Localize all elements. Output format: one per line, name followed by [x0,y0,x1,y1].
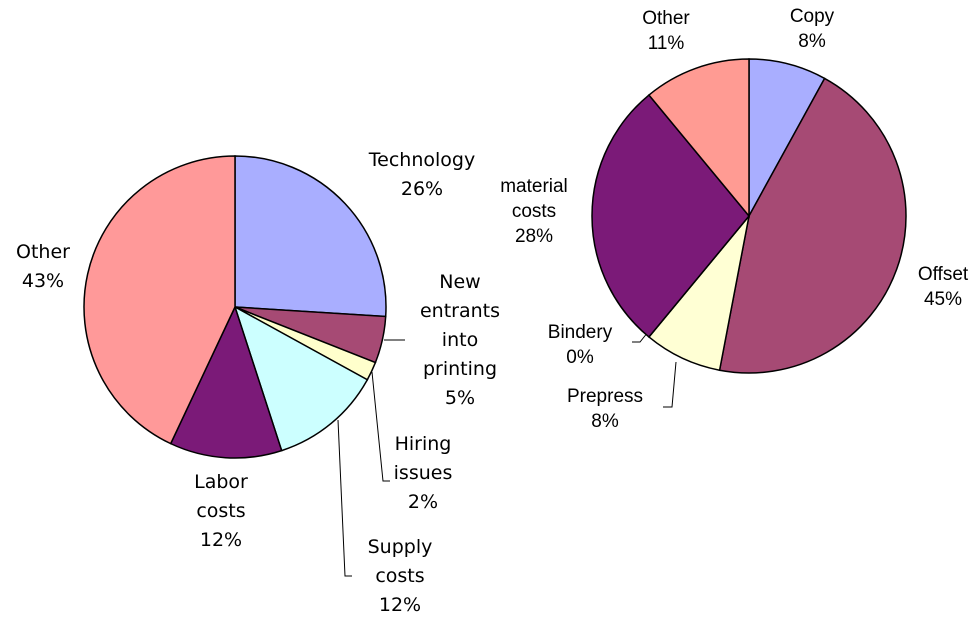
slice-label: Other 11% [626,6,706,56]
slice-label: Supply costs 12% [355,533,445,620]
slice-label: Prepress 8% [555,384,655,434]
pie-slice [83,155,236,445]
leader-line [371,371,390,482]
slice-label: Bindery 0% [530,320,630,370]
category-label: Other [642,8,690,29]
leader-line [663,361,677,408]
value-label: 43% [21,270,65,292]
value-label: 12% [378,594,422,616]
value-label: 45% [923,289,963,310]
category-label: Other [16,241,70,263]
value-label: 28% [514,226,554,247]
value-label: 8% [798,31,826,52]
category-label: Offset [917,264,969,285]
slice-label: Copy 8% [772,4,852,54]
leader-line [632,331,649,343]
category-label: Supply costs [367,536,433,587]
pie-slice [233,305,369,452]
pie-slice [718,77,907,374]
pie-slice [234,155,387,318]
value-label: 12% [199,529,243,551]
leader-lines [337,331,677,577]
value-label: 26% [400,178,444,200]
slice-label: Labor costs 12% [176,468,266,555]
slice-label: Offset 45% [903,262,974,312]
value-label: 11% [647,33,685,54]
category-label: Bindery [547,322,613,343]
category-label: material costs [500,176,568,222]
pie-slice [647,58,750,219]
category-label: Hiring issues [393,433,453,484]
slice-label: New entrants into printing 5% [405,268,515,413]
category-label: Labor costs [194,471,248,522]
pie-slice [591,93,750,339]
category-label: New entrants into printing [419,271,501,380]
value-label: 2% [407,491,439,513]
value-label: 8% [591,411,619,432]
category-label: Technology [368,149,476,171]
category-label: Prepress [566,386,644,407]
pie-slice [169,304,283,459]
slice-label: Technology 26% [342,146,502,204]
value-label: 5% [444,387,476,409]
value-label: 0% [566,347,594,368]
slice-label: Other 43% [0,238,88,296]
slice-label: Hiring issues 2% [373,430,473,517]
leader-line [337,419,352,577]
category-label: Copy [789,6,835,27]
slice-label: material costs 28% [489,174,579,249]
